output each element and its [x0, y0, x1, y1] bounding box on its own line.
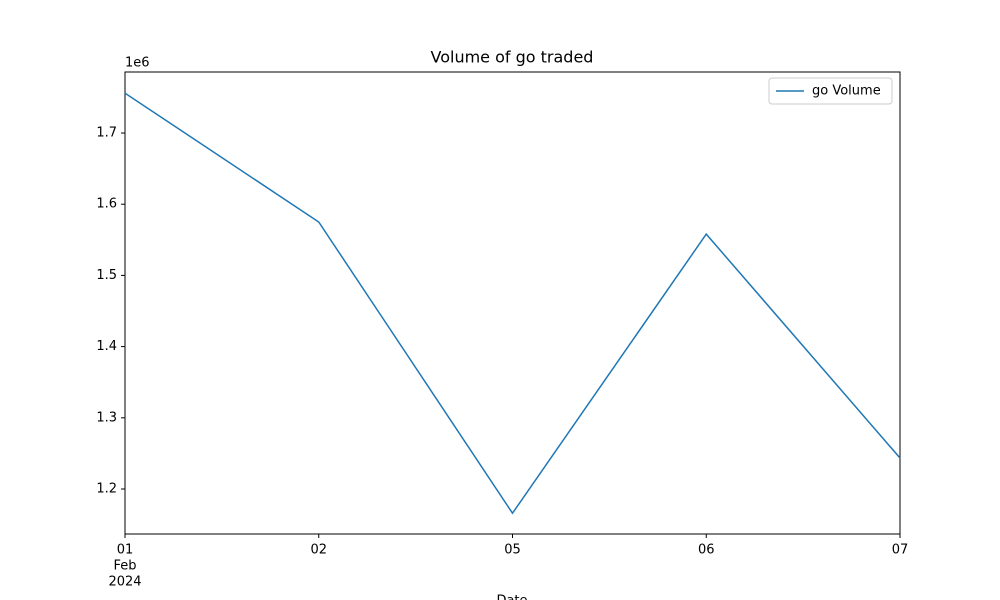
- y-tick-label: 1.4: [96, 339, 117, 354]
- y-tick-label: 1.3: [96, 410, 117, 425]
- plot-frame: [124, 71, 901, 535]
- x-axis-label: Date: [496, 594, 527, 600]
- x-tick-label: 02: [310, 543, 327, 558]
- series-line: [124, 92, 901, 515]
- x-tick-label: 06: [698, 543, 715, 558]
- y-tick-label: 1.7: [96, 126, 117, 141]
- chart-title: Volume of go traded: [431, 48, 594, 67]
- y-tick-label: 1.2: [96, 482, 117, 497]
- x-sublabel: 2024: [108, 575, 141, 590]
- y-offset-label: 1e6: [125, 56, 150, 71]
- legend-box: [768, 77, 893, 105]
- legend-label: go Volume: [812, 84, 881, 99]
- y-tick-label: 1.6: [96, 197, 117, 212]
- x-tick-label: 01: [117, 543, 134, 558]
- x-sublabel: Feb: [113, 559, 136, 574]
- x-tick-label: 07: [892, 543, 909, 558]
- x-tick-label: 05: [504, 543, 521, 558]
- y-tick-label: 1.5: [96, 268, 117, 283]
